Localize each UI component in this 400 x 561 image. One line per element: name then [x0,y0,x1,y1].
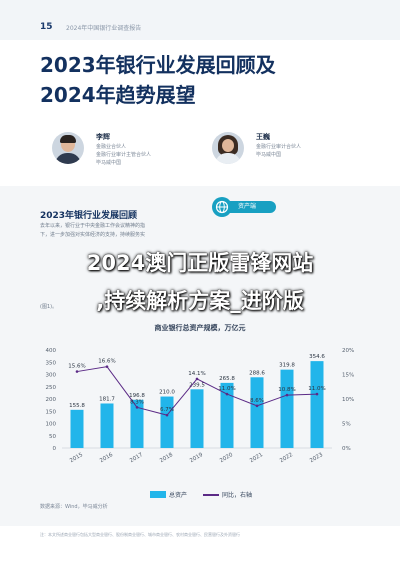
paragraph-line [40,276,210,285]
section-title: 2023年银行业发展回顾 [40,211,138,221]
page-number: 15 [40,22,53,32]
line-point [105,365,109,368]
author-name-2: 王巍 [256,133,270,141]
title-line-2: 2024年趋势展望 [40,83,196,107]
bar-data-label: 319.8 [279,363,295,369]
x-tick-label: 2015 [69,452,85,464]
y-left-tick-label: 300 [46,373,57,379]
bar-total-assets [280,369,294,448]
x-tick-label: 2018 [159,452,175,464]
x-tick-label: 2023 [309,452,325,464]
line-point [285,393,289,397]
asset-side-badge: 资产端 [228,201,276,213]
line-point [255,404,259,408]
y-left-tick-label: 200 [46,397,57,403]
line-data-label: 11.0% [308,386,325,392]
y-right-tick-label: 10% [342,397,354,403]
y-right-tick-label: 20% [342,348,354,354]
line-point [315,392,319,396]
bar-data-label: 155.8 [69,403,85,409]
bar-total-assets [100,403,114,448]
x-tick-label: 2020 [219,452,235,464]
bar-data-label: 265.8 [219,376,235,382]
x-tick-label: 2019 [189,452,205,464]
line-data-label: 10.8% [278,387,295,393]
bar-data-label: 354.6 [309,354,325,360]
chart-source: 数据来源：Wind，毕马威分析 [40,504,108,510]
x-tick-label: 2021 [249,452,264,464]
line-point [225,392,229,396]
x-tick-label: 2016 [99,452,115,464]
chart-legend: 总资产 同比，右轴 [150,490,252,500]
line-data-label: 8.6% [250,398,264,404]
total-assets-chart: 0 50 100 150 200 250 300 350 400 0% 5% 10% 15% 20% 155… [46,348,355,464]
y-left-tick-label: 0 [53,446,57,452]
bar-total-assets [220,382,234,448]
author-photo-2 [212,132,244,164]
y-left-tick-label: 250 [46,385,57,391]
bar-total-assets [190,389,204,448]
line-point [75,370,79,373]
y-left-tick-label: 50 [49,434,56,440]
bar-data-label: 181.7 [99,396,115,402]
y-left-tick-label: 350 [46,360,57,366]
line-point [165,413,169,417]
x-tick-label: 2017 [129,452,145,464]
bar-total-assets [160,396,174,448]
running-title: 2024年中国银行业调查报告 [66,25,142,32]
bar-data-label: 288.6 [249,370,265,376]
y-right-tick-label: 15% [342,373,354,379]
overlay-headline-2: ,持续解析方案_进阶版 [96,289,304,313]
line-data-label: 6.7% [160,407,174,413]
legend-swatch-bar [150,491,166,498]
bar-data-label: 239.5 [189,382,205,388]
bar-data-label: 196.8 [129,393,145,399]
line-data-label: 15.6% [68,364,85,370]
globe-icon [212,197,232,217]
y-right-tick-label: 5% [342,422,351,428]
author-block: 李辉 金融业合伙人 金融行业审计主管合伙人 毕马威中国 王巍 金融行业审计合伙人… [0,118,400,180]
y-right-tick-label: 0% [342,446,351,452]
section-paragraph: 去年以来，银行业于中央金融工作会议精神的指 下，进一步加强对实体经济的支持，持续… [40,222,210,312]
section-panel [0,186,400,526]
line-data-label: 8.3% [130,399,144,405]
overlay-headline-1: 2024澳门正版雷锋网站 [86,251,314,275]
author-role-2: 金融行业审计合伙人 毕马威中国 [256,144,302,158]
x-tick-label: 2022 [279,452,294,464]
bar-total-assets [130,399,144,448]
bar-total-assets [70,409,84,448]
legend-label-bar: 总资产 [169,492,188,499]
paragraph-line: 下，进一步加强对实体经济的支持，持续服务实 [40,232,146,238]
y-left-tick-label: 100 [46,422,57,428]
legend-label-line: 同比，右轴 [221,492,252,499]
page-footnote: 注：本文所述商业银行包括大型商业银行、股份制商业银行、城市商业银行、农村商业银行… [40,532,240,537]
paragraph-line: 去年以来，银行业于中央金融工作会议精神的指 [40,223,146,229]
legend-swatch-line [202,493,219,496]
page-header: 15 2024年中国银行业调查报告 [0,0,400,40]
line-data-label: 11.0% [218,386,235,392]
chart-title: 商业银行总资产规模，万亿元 [154,324,246,332]
author-role-1: 金融业合伙人 金融行业审计主管合伙人 毕马威中国 [96,144,152,166]
author-photo-1 [52,132,84,164]
line-point [135,406,139,409]
y-left-tick-label: 400 [46,348,57,354]
paragraph-line: (图1)。 [40,304,58,310]
line-point [195,377,199,381]
bar-total-assets [250,377,264,448]
title-line-1: 2023年银行业发展回顾及 [40,53,276,77]
page-title: 2023年银行业发展回顾及 2024年趋势展望 [40,50,370,110]
line-data-label: 14.1% [188,371,205,377]
author-name-1: 李辉 [96,133,110,141]
bar-total-assets [310,361,324,448]
bar-data-label: 210.0 [159,390,175,396]
line-data-label: 16.6% [98,359,115,365]
y-left-tick-label: 150 [46,409,57,415]
